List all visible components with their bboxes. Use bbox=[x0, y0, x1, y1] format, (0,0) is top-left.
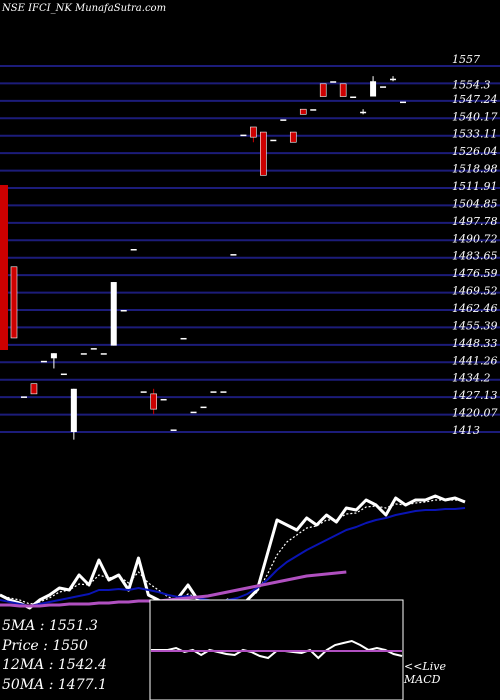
y-tick-label: 1511.91 bbox=[452, 180, 498, 193]
candle-body bbox=[289, 131, 297, 143]
candle-body bbox=[190, 411, 197, 414]
candle-body bbox=[240, 134, 247, 137]
y-tick-label: 1455.39 bbox=[452, 319, 498, 332]
y-tick-label: 1533.11 bbox=[452, 128, 498, 141]
stats: 5MA : 1551.3 Price : 1550 12MA : 1542.4 … bbox=[1, 618, 107, 693]
candle-body bbox=[140, 391, 147, 393]
candle-body bbox=[230, 254, 237, 256]
candle-body bbox=[40, 360, 47, 363]
candle-body bbox=[200, 406, 207, 409]
y-tick-label: 1462.46 bbox=[452, 302, 498, 315]
candle-body bbox=[180, 337, 187, 340]
chart-header: NSE IFCI_NK MunafaSutra.com bbox=[1, 3, 166, 14]
candle-body bbox=[20, 396, 27, 398]
y-tick-label: 1434.2 bbox=[452, 372, 491, 385]
y-tick-label: 1518.98 bbox=[452, 163, 498, 176]
y-tick-label: 1526.04 bbox=[452, 145, 498, 158]
y-tick-label: 1441.26 bbox=[452, 354, 498, 367]
y-tick-label: 1554.3 bbox=[452, 78, 491, 91]
left-volume-bar bbox=[0, 185, 8, 350]
candle-body bbox=[339, 83, 347, 97]
candle-body bbox=[160, 398, 167, 401]
stat-ma12: 12MA : 1542.4 bbox=[2, 657, 107, 673]
candle-body bbox=[380, 86, 387, 88]
candle-body bbox=[370, 81, 377, 97]
candle-body bbox=[130, 249, 137, 251]
candle-body bbox=[250, 126, 257, 138]
candle-body bbox=[360, 111, 367, 114]
y-tick-label: 1448.33 bbox=[452, 337, 498, 350]
candle-body bbox=[210, 391, 217, 393]
y-tick-label: 1476.59 bbox=[452, 267, 498, 280]
candle-body bbox=[90, 348, 97, 350]
y-tick-label: 1547.24 bbox=[452, 93, 498, 106]
macd-lines bbox=[151, 639, 403, 660]
ma-mid-line bbox=[0, 507, 466, 607]
candle-body bbox=[260, 131, 267, 176]
candle-body bbox=[319, 83, 327, 97]
stat-price: Price : 1550 bbox=[1, 638, 88, 654]
y-tick-label: 1490.72 bbox=[452, 232, 498, 245]
candle-body bbox=[270, 139, 277, 142]
stat-ma50: 50MA : 1477.1 bbox=[2, 677, 107, 693]
candle-body bbox=[280, 119, 287, 121]
candle-body bbox=[330, 81, 337, 83]
candle-body bbox=[80, 353, 87, 355]
candles bbox=[10, 76, 406, 440]
candle-body bbox=[400, 101, 406, 104]
candle-body bbox=[110, 282, 117, 346]
y-tick-label: 1420.07 bbox=[452, 407, 498, 420]
candle-body bbox=[310, 109, 317, 111]
y-tick-label: 1557 bbox=[452, 53, 480, 66]
y-axis-ticks: 1557 1554.3 1547.24 1540.17 1533.11 1526.04 15… bbox=[452, 53, 498, 437]
candle-body bbox=[150, 393, 157, 410]
y-tick-label: 1469.52 bbox=[452, 285, 498, 298]
candle-body bbox=[390, 78, 397, 81]
candle-body bbox=[350, 96, 357, 98]
candle-body bbox=[120, 310, 127, 312]
y-tick-label: 1427.13 bbox=[452, 389, 498, 402]
macd-panel bbox=[149, 599, 404, 700]
candle-body bbox=[30, 383, 38, 395]
candle-body bbox=[50, 353, 57, 359]
candle-body bbox=[299, 108, 307, 115]
candle-body bbox=[170, 429, 177, 431]
y-tick-label: 1497.78 bbox=[452, 215, 498, 228]
y-tick-label: 1540.17 bbox=[452, 110, 498, 123]
y-tick-label: 1413 bbox=[452, 424, 480, 437]
macd-live-label: <<Live bbox=[404, 660, 446, 673]
grid bbox=[0, 65, 500, 433]
candle-body bbox=[100, 353, 107, 355]
candle-body bbox=[60, 373, 67, 376]
candle-body bbox=[70, 388, 77, 432]
candle-body bbox=[10, 266, 18, 339]
stat-ma5: 5MA : 1551.3 bbox=[2, 618, 98, 634]
candle-body bbox=[220, 391, 227, 393]
macd-label: MACD bbox=[403, 673, 441, 686]
y-tick-label: 1504.85 bbox=[452, 197, 498, 210]
y-tick-label: 1483.65 bbox=[452, 250, 498, 263]
